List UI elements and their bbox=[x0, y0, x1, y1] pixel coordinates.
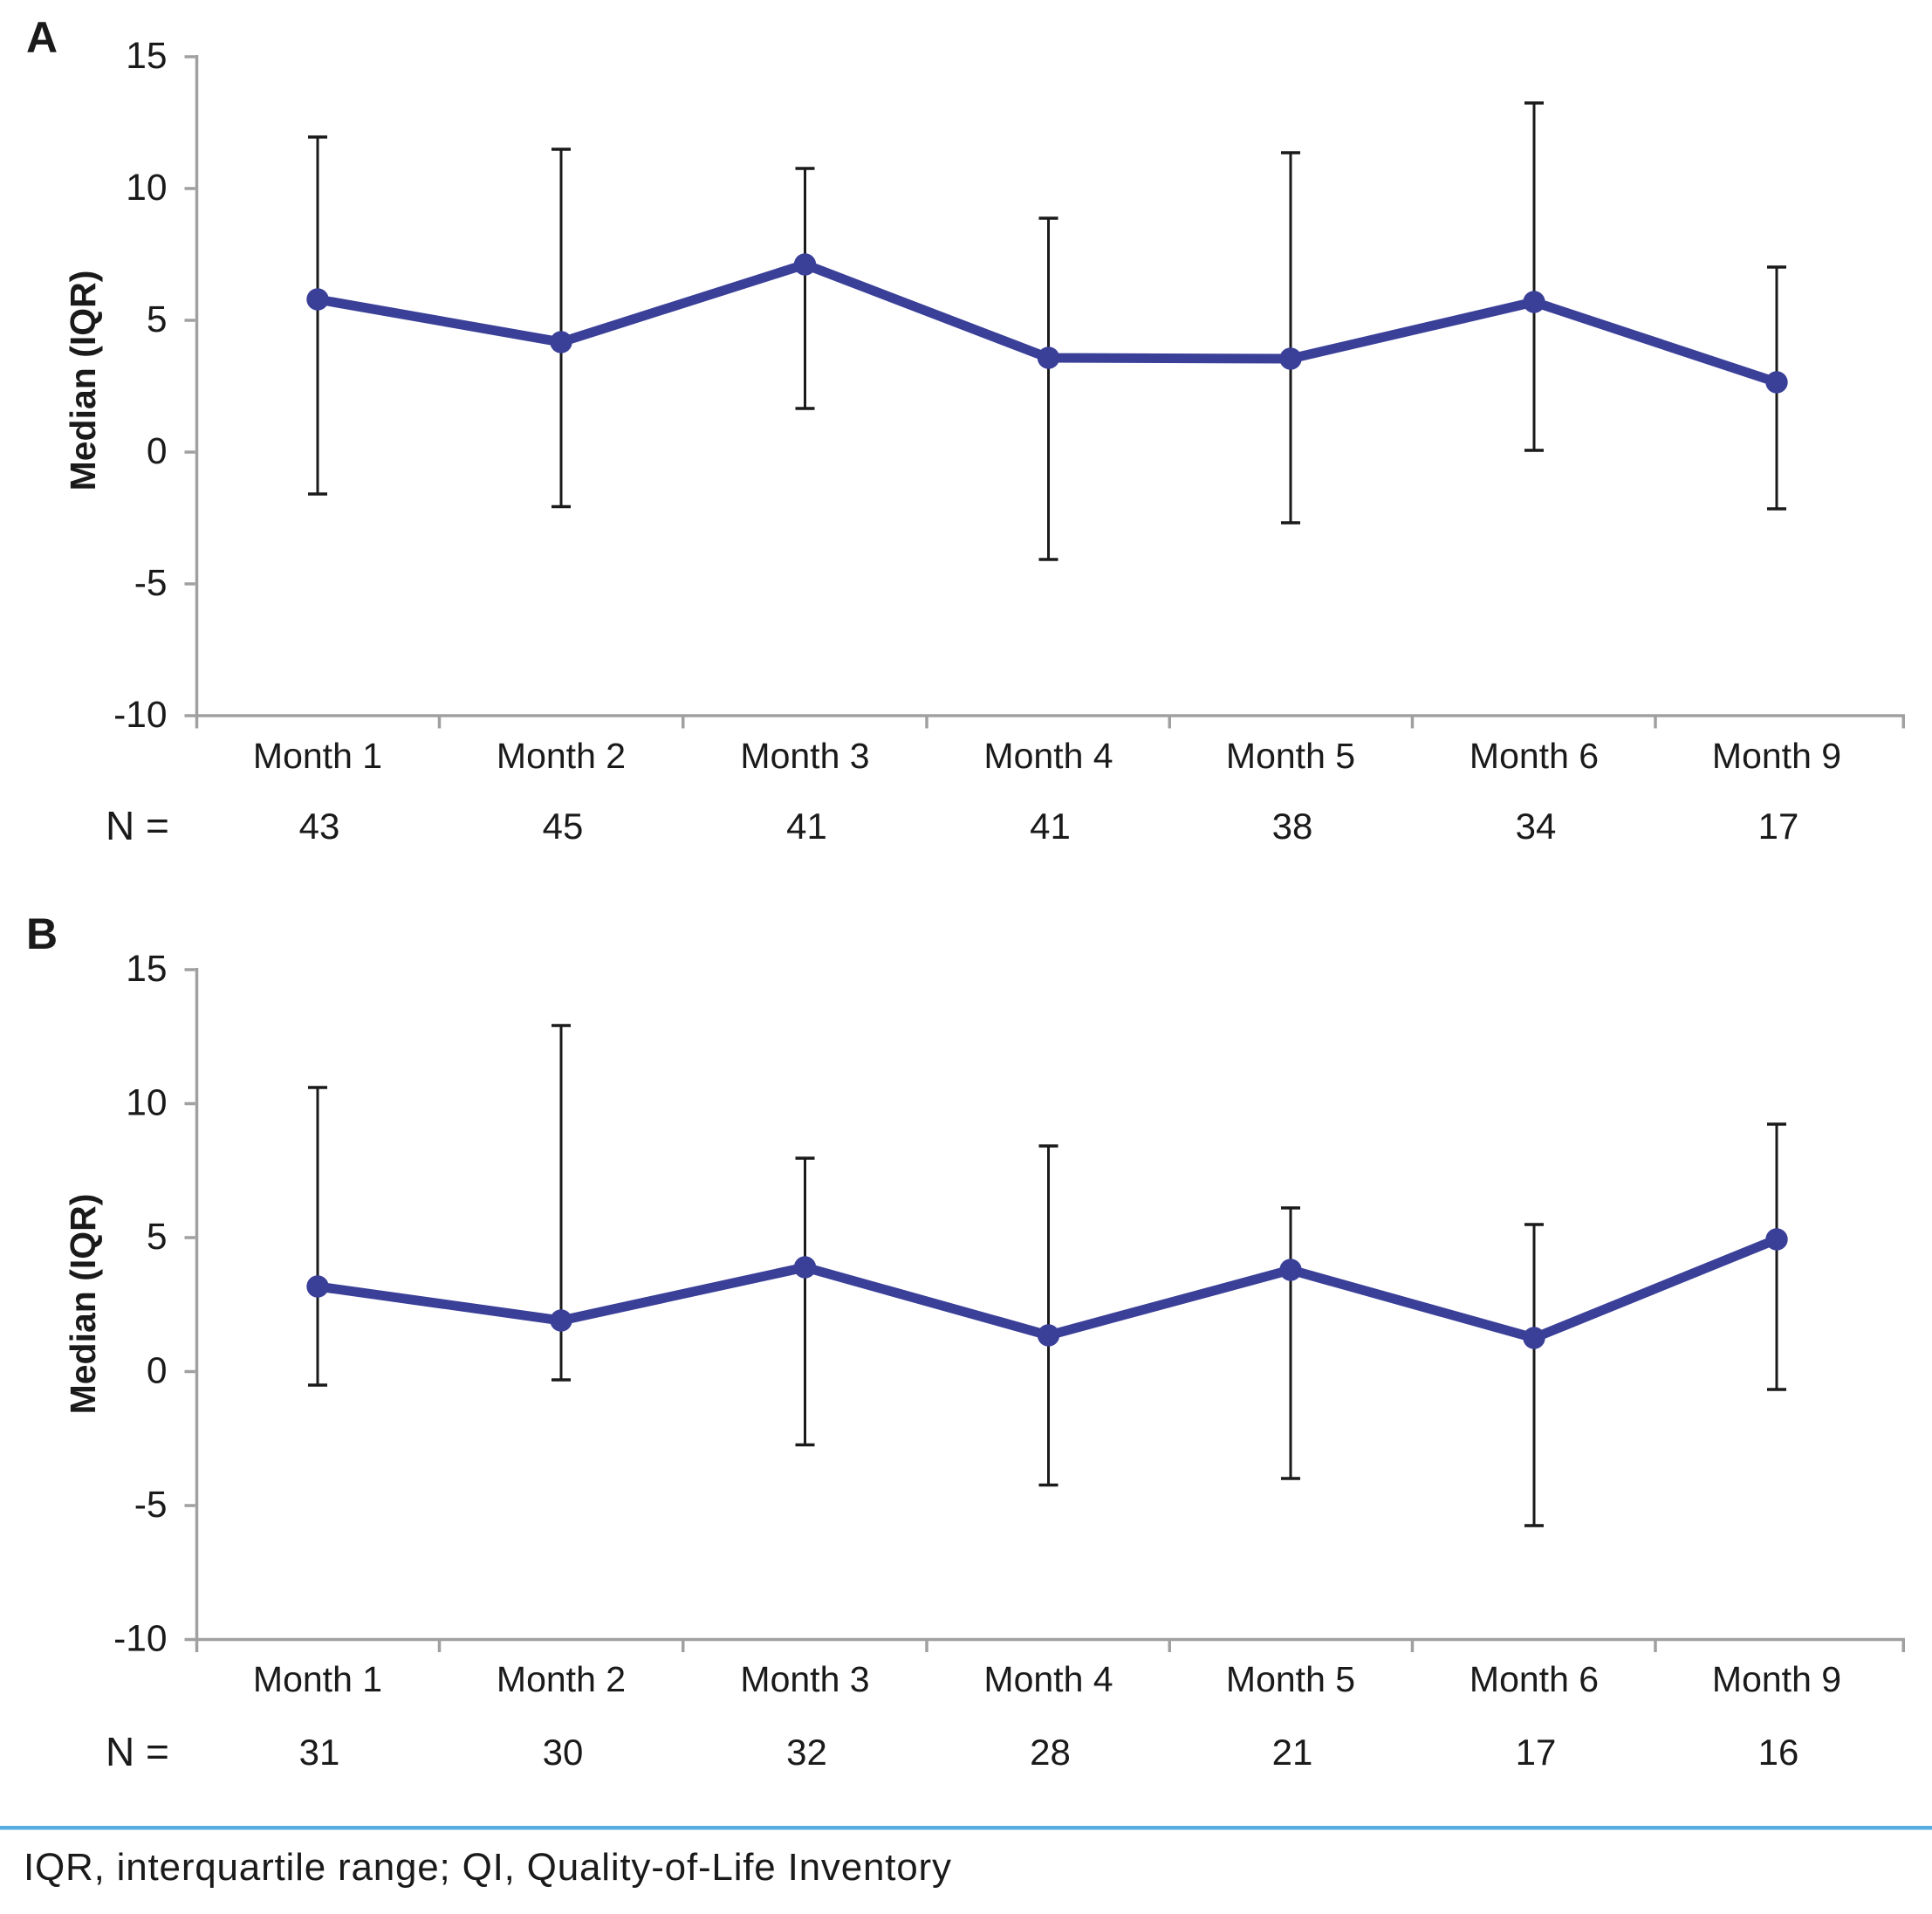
svg-text:5: 5 bbox=[147, 1217, 168, 1258]
svg-text:43: 43 bbox=[299, 806, 340, 847]
svg-text:41: 41 bbox=[786, 806, 827, 847]
svg-text:10: 10 bbox=[126, 168, 167, 209]
svg-text:10: 10 bbox=[126, 1083, 167, 1124]
svg-text:45: 45 bbox=[543, 806, 584, 847]
svg-text:Month 6: Month 6 bbox=[1470, 736, 1599, 776]
svg-text:0: 0 bbox=[147, 431, 168, 472]
svg-text:Month 1: Month 1 bbox=[253, 736, 382, 776]
svg-text:-5: -5 bbox=[134, 1485, 168, 1526]
svg-text:38: 38 bbox=[1272, 806, 1313, 847]
svg-text:N =: N = bbox=[106, 1729, 169, 1774]
svg-text:30: 30 bbox=[543, 1732, 584, 1773]
svg-text:B: B bbox=[26, 909, 58, 958]
svg-text:Month 2: Month 2 bbox=[497, 1659, 626, 1699]
svg-text:Month 1: Month 1 bbox=[253, 1659, 382, 1699]
svg-text:Month 6: Month 6 bbox=[1470, 1659, 1599, 1699]
svg-text:Median (IQR): Median (IQR) bbox=[63, 271, 103, 491]
svg-text:16: 16 bbox=[1758, 1732, 1799, 1773]
svg-text:Month 2: Month 2 bbox=[497, 736, 626, 776]
svg-text:15: 15 bbox=[126, 949, 167, 990]
svg-text:N =: N = bbox=[106, 803, 169, 848]
svg-text:17: 17 bbox=[1516, 1732, 1557, 1773]
svg-text:-10: -10 bbox=[113, 1619, 167, 1660]
svg-text:IQR, interquartile range; QI,: IQR, interquartile range; QI, Quality-of… bbox=[24, 1846, 952, 1889]
svg-text:Month 3: Month 3 bbox=[740, 1659, 869, 1699]
svg-text:Month 4: Month 4 bbox=[983, 1659, 1113, 1699]
svg-text:A: A bbox=[26, 13, 58, 62]
svg-text:0: 0 bbox=[147, 1351, 168, 1392]
svg-text:31: 31 bbox=[299, 1732, 340, 1773]
svg-text:5: 5 bbox=[147, 299, 168, 340]
svg-text:-10: -10 bbox=[113, 695, 167, 736]
svg-text:Month 5: Month 5 bbox=[1226, 1659, 1355, 1699]
svg-text:Median (IQR): Median (IQR) bbox=[63, 1194, 103, 1415]
svg-text:28: 28 bbox=[1030, 1732, 1071, 1773]
svg-text:41: 41 bbox=[1030, 806, 1071, 847]
svg-text:Month 3: Month 3 bbox=[740, 736, 869, 776]
svg-text:21: 21 bbox=[1272, 1732, 1313, 1773]
svg-text:32: 32 bbox=[786, 1732, 827, 1773]
svg-text:15: 15 bbox=[126, 36, 167, 77]
svg-text:Month 5: Month 5 bbox=[1226, 736, 1355, 776]
svg-text:34: 34 bbox=[1516, 806, 1557, 847]
svg-text:Month 9: Month 9 bbox=[1712, 736, 1841, 776]
svg-text:17: 17 bbox=[1758, 806, 1799, 847]
svg-text:Month 9: Month 9 bbox=[1712, 1659, 1841, 1699]
svg-text:Month 4: Month 4 bbox=[983, 736, 1113, 776]
svg-text:-5: -5 bbox=[134, 563, 168, 604]
